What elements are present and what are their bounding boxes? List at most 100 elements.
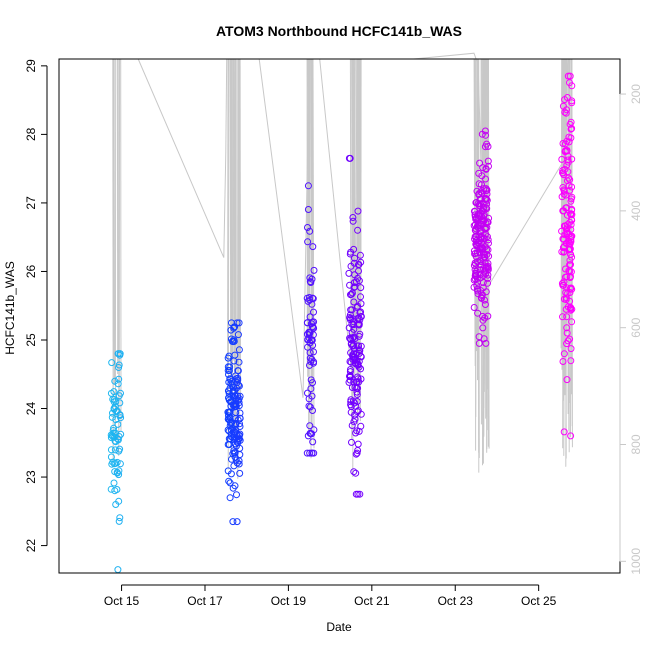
data-point: [110, 460, 118, 468]
data-point: [567, 304, 575, 312]
data-point: [484, 218, 492, 226]
data-point: [566, 120, 574, 128]
data-point: [227, 380, 235, 387]
data-point: [112, 416, 120, 424]
data-point: [477, 188, 485, 196]
data-point: [356, 309, 364, 317]
data-point: [107, 485, 115, 493]
data-point: [235, 346, 243, 354]
data-point: [357, 375, 365, 383]
data-point: [309, 407, 316, 414]
altitude-spike: [307, 58, 310, 411]
data-point: [310, 324, 318, 332]
data-point: [304, 224, 311, 231]
data-point: [356, 316, 364, 324]
data-point: [354, 302, 362, 310]
data-point: [482, 165, 490, 173]
data-point: [236, 409, 244, 417]
data-point: [308, 430, 316, 438]
data-point: [559, 167, 567, 174]
data-point: [563, 228, 571, 236]
data-point: [353, 391, 361, 398]
data-point: [479, 316, 487, 324]
data-point: [471, 226, 479, 234]
data-point: [234, 376, 242, 384]
data-point: [304, 206, 312, 213]
data-point: [117, 414, 125, 422]
data-point: [482, 187, 490, 195]
data-point: [568, 206, 576, 214]
data-point: [304, 182, 312, 190]
data-point: [308, 323, 316, 331]
data-point: [357, 293, 364, 301]
data-point: [354, 226, 362, 234]
data-point: [563, 290, 571, 298]
data-point: [566, 218, 574, 226]
data-point: [346, 368, 354, 376]
data-point: [350, 298, 358, 306]
data-point: [226, 422, 234, 429]
x-tick-label: Oct 15: [104, 594, 140, 608]
x-axis: Oct 15 Oct 17 Oct 19 Oct 21 Oct 23 Oct 25: [104, 584, 557, 608]
data-point: [567, 251, 574, 259]
data-point: [307, 279, 315, 286]
data-point: [352, 450, 360, 458]
data-point: [351, 415, 359, 423]
data-point: [350, 378, 358, 386]
data-point: [559, 313, 566, 321]
data-point: [228, 319, 235, 327]
data-point: [472, 253, 480, 261]
data-point: [350, 333, 358, 341]
data-point: [354, 490, 362, 498]
data-point: [225, 390, 233, 398]
data-point: [353, 342, 361, 350]
data-point: [232, 375, 240, 383]
data-point: [307, 376, 315, 384]
data-point: [234, 416, 242, 424]
right-tick-label: 400: [629, 201, 643, 221]
data-point: [345, 269, 353, 277]
data-point: [478, 181, 485, 189]
data-point: [308, 336, 316, 344]
x-tick-label: Oct 19: [271, 594, 307, 608]
x-tick-label: Oct 25: [521, 594, 557, 608]
data-point: [109, 458, 117, 466]
data-point: [476, 244, 484, 252]
data-point: [565, 240, 573, 248]
data-point: [484, 236, 492, 244]
data-point: [567, 345, 575, 353]
data-point: [349, 214, 357, 221]
data-point: [357, 342, 365, 350]
data-point: [350, 325, 358, 333]
data-point: [478, 189, 486, 197]
data-point: [234, 331, 242, 339]
data-point: [303, 294, 311, 302]
data-point: [484, 157, 492, 165]
altitude-spike: [232, 58, 235, 361]
data-point: [481, 301, 489, 308]
data-point: [473, 285, 481, 293]
data-point: [353, 388, 361, 396]
data-point: [226, 435, 234, 443]
data-point: [475, 339, 483, 347]
data-point: [558, 193, 566, 201]
data-point: [113, 407, 121, 415]
data-point: [354, 440, 362, 448]
data-point: [231, 429, 239, 436]
data-point: [479, 254, 487, 262]
data-point: [115, 375, 123, 383]
altitude-spike: [571, 58, 573, 448]
data-point: [236, 469, 244, 477]
data-point: [107, 453, 115, 461]
data-point: [357, 313, 365, 320]
right-tick-label: 1000: [629, 548, 643, 575]
data-point: [563, 340, 571, 348]
data-point: [346, 250, 354, 258]
data-point: [353, 378, 360, 386]
data-point: [478, 213, 486, 221]
data-point: [348, 290, 355, 298]
data-point: [568, 183, 576, 191]
data-point: [107, 446, 115, 454]
data-point: [471, 208, 479, 215]
